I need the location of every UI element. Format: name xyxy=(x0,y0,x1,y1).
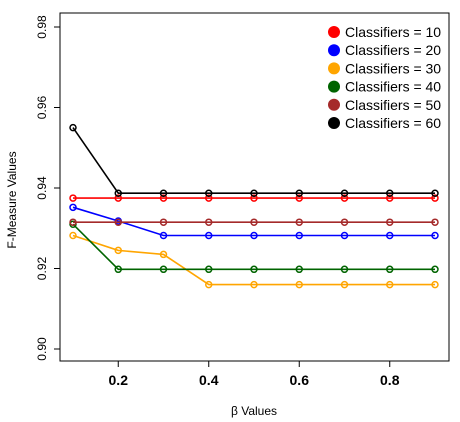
legend-label: Classifiers = 50 xyxy=(345,97,441,113)
legend-label: Classifiers = 40 xyxy=(345,79,441,95)
data-point xyxy=(205,280,213,289)
series-layer xyxy=(69,123,439,289)
data-point xyxy=(295,231,303,240)
data-point xyxy=(159,250,168,259)
legend-marker xyxy=(328,44,340,57)
data-point xyxy=(431,218,439,226)
legend-marker xyxy=(328,62,340,75)
data-point xyxy=(250,231,258,240)
data-point xyxy=(114,194,122,202)
data-point xyxy=(295,265,303,274)
data-point xyxy=(159,189,168,197)
series-1 xyxy=(69,194,439,202)
data-point xyxy=(159,265,168,274)
legend-marker xyxy=(328,117,340,129)
legend-label: Classifiers = 30 xyxy=(345,60,441,76)
plot-frame xyxy=(59,12,450,362)
data-point xyxy=(431,194,439,202)
y-axis-label: F-Measure Values xyxy=(5,151,19,248)
data-point xyxy=(386,265,394,274)
data-point xyxy=(114,265,122,274)
legend: Classifiers = 10 Classifiers = 20 Classifi… xyxy=(328,24,441,131)
data-point xyxy=(114,189,122,197)
data-point xyxy=(159,218,168,226)
y-tick-label: 0.94 xyxy=(35,176,49,200)
data-point xyxy=(386,280,394,289)
data-point xyxy=(340,265,349,274)
x-axis-label: β Values xyxy=(231,404,277,418)
data-point xyxy=(386,218,394,226)
data-point xyxy=(114,246,122,255)
x-tick-label: 0.8 xyxy=(380,372,400,388)
data-point xyxy=(295,280,303,289)
legend-marker xyxy=(328,98,340,111)
x-tick-label: 0.4 xyxy=(199,372,219,388)
data-point xyxy=(114,218,122,226)
x-tick-label: 0.2 xyxy=(109,372,129,388)
data-point xyxy=(340,218,349,226)
data-point xyxy=(340,189,349,197)
data-point xyxy=(295,189,303,197)
series-line xyxy=(72,127,435,194)
data-point xyxy=(386,194,394,202)
data-point xyxy=(205,231,213,240)
data-point xyxy=(69,231,77,240)
series-6 xyxy=(69,123,439,197)
y-tick-label: 0.90 xyxy=(35,337,49,361)
data-point xyxy=(159,194,168,202)
data-point xyxy=(431,231,439,240)
data-point xyxy=(205,189,213,197)
data-point xyxy=(250,194,258,202)
data-point xyxy=(69,218,77,226)
series-line xyxy=(72,206,435,237)
data-point xyxy=(205,194,213,202)
data-point xyxy=(69,123,77,132)
y-tick-label: 0.96 xyxy=(35,95,49,119)
legend-label: Classifiers = 20 xyxy=(345,42,441,58)
data-point xyxy=(205,218,213,226)
data-point xyxy=(250,218,258,226)
data-point xyxy=(159,231,168,240)
data-point xyxy=(431,265,439,274)
legend-marker xyxy=(328,26,340,38)
data-point xyxy=(340,194,349,202)
data-point xyxy=(340,231,349,240)
y-tick-label: 0.98 xyxy=(35,15,49,39)
data-point xyxy=(431,189,439,197)
x-tick-label: 0.6 xyxy=(290,372,310,388)
data-point xyxy=(340,280,349,289)
series-3 xyxy=(69,231,439,289)
data-point xyxy=(295,194,303,202)
data-point xyxy=(250,265,258,274)
data-point xyxy=(69,194,77,202)
data-point xyxy=(386,231,394,240)
data-point xyxy=(386,189,394,197)
series-5 xyxy=(69,218,439,226)
x-axis: 0.2 0.4 0.6 0.8 xyxy=(109,361,400,388)
data-point xyxy=(250,280,258,289)
y-axis: 0.90 0.92 0.94 0.96 0.98 xyxy=(35,15,60,361)
legend-marker xyxy=(328,80,340,93)
series-line xyxy=(72,234,435,286)
data-point xyxy=(69,203,77,212)
legend-label: Classifiers = 10 xyxy=(345,24,441,40)
data-point xyxy=(205,265,213,274)
series-line xyxy=(72,223,435,271)
legend-label: Classifiers = 60 xyxy=(345,115,441,131)
data-point xyxy=(295,218,303,226)
y-tick-label: 0.92 xyxy=(35,256,49,280)
data-point xyxy=(250,189,258,197)
data-point xyxy=(431,280,439,289)
series-4 xyxy=(69,220,439,274)
